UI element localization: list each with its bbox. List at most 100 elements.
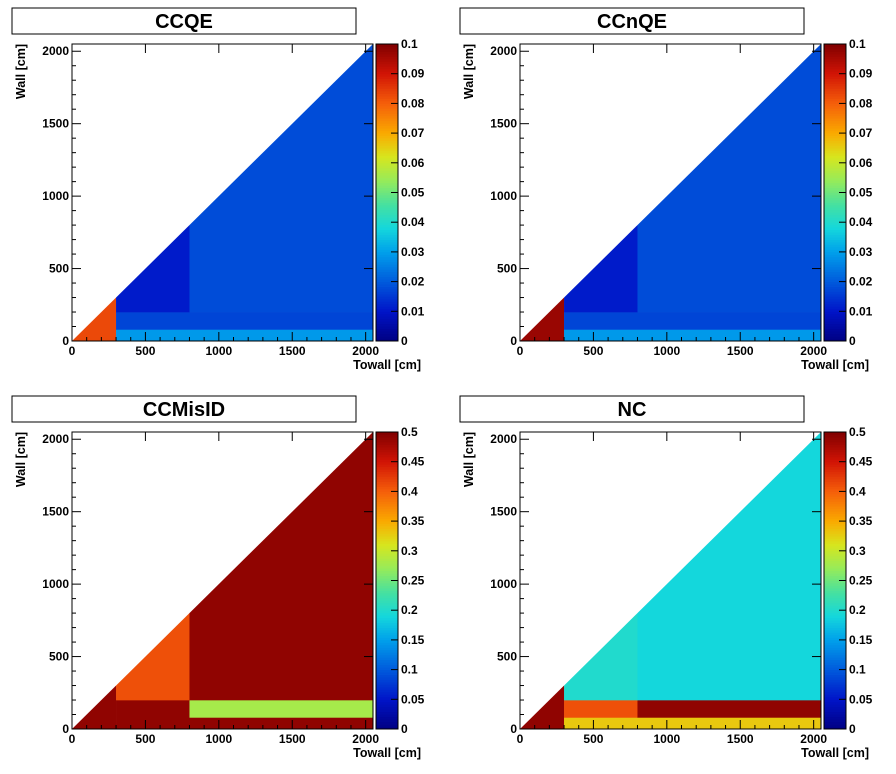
- heatmap-cell-1: [72, 685, 117, 729]
- color-scale-step: [376, 491, 398, 495]
- color-scale-label: 0.45: [401, 455, 425, 469]
- y-tick-label: 1500: [42, 505, 69, 519]
- color-scale-label: 0.1: [849, 663, 866, 677]
- color-scale-step: [376, 48, 398, 52]
- color-scale-step: [376, 476, 398, 480]
- heatmap-cell-3: [564, 312, 821, 330]
- color-scale-step: [376, 204, 398, 208]
- color-scale-step: [824, 182, 846, 186]
- color-scale-step: [824, 496, 846, 500]
- color-scale-step: [376, 100, 398, 104]
- color-scale-step: [824, 516, 846, 520]
- color-scale-step: [824, 331, 846, 334]
- y-tick-label: 1500: [490, 505, 517, 519]
- color-scale-step: [376, 86, 398, 89]
- color-scale-step: [824, 706, 846, 710]
- color-scale-step: [376, 498, 398, 502]
- color-scale-step: [824, 434, 846, 438]
- color-scale-step: [376, 570, 398, 574]
- x-tick-label: 2000: [800, 344, 827, 358]
- color-scale-step: [376, 125, 398, 129]
- color-scale-label: 0.05: [401, 692, 425, 706]
- y-axis-label: Wall [cm]: [14, 432, 28, 487]
- color-scale-step: [824, 570, 846, 574]
- color-scale-step: [376, 110, 398, 114]
- color-scale-step: [824, 503, 846, 507]
- color-scale-step: [376, 217, 398, 221]
- color-scale-label: 0.2: [401, 603, 418, 617]
- color-scale-step: [376, 232, 398, 235]
- color-scale-step: [376, 686, 398, 690]
- color-scale-step: [824, 293, 846, 297]
- color-scale-label: 0.05: [401, 186, 425, 200]
- y-tick-label: 2000: [42, 432, 69, 446]
- color-scale-step: [824, 691, 846, 695]
- color-scale-step: [824, 147, 846, 151]
- color-scale-step: [376, 689, 398, 693]
- color-scale-step: [376, 71, 398, 75]
- color-scale-step: [376, 303, 398, 307]
- color-scale-step: [824, 701, 846, 705]
- color-scale-step: [376, 679, 398, 683]
- color-scale-label: 0.3: [849, 544, 866, 558]
- color-scale-step: [376, 311, 398, 315]
- color-scale-step: [376, 696, 398, 700]
- heatmap-cell-4: [637, 700, 821, 718]
- color-scale-step: [824, 281, 846, 285]
- color-scale-step: [376, 469, 398, 472]
- x-tick-label: 1000: [653, 344, 680, 358]
- color-scale-step: [376, 644, 398, 648]
- color-scale-step: [376, 222, 398, 226]
- chart-title: CCQE: [155, 11, 213, 33]
- y-tick-label: 500: [49, 650, 69, 664]
- color-scale-step: [824, 479, 846, 482]
- x-axis-label: Towall [cm]: [801, 746, 869, 760]
- color-scale-step: [376, 214, 398, 218]
- color-scale-step: [376, 486, 398, 490]
- color-scale-step: [376, 503, 398, 507]
- color-scale-step: [376, 464, 398, 468]
- heatmap-cell-1: [72, 297, 117, 341]
- x-tick-label: 2000: [800, 732, 827, 746]
- color-scale-step: [376, 654, 398, 658]
- color-scale-step: [824, 481, 846, 485]
- color-scale-step: [376, 180, 398, 183]
- color-scale-step: [376, 466, 398, 470]
- color-scale-step: [376, 691, 398, 695]
- color-scale-step: [824, 491, 846, 495]
- color-scale-step: [824, 175, 846, 179]
- y-tick-label: 0: [510, 334, 517, 348]
- y-tick-label: 500: [49, 262, 69, 276]
- color-scale-step: [376, 296, 398, 300]
- color-scale-step: [376, 548, 398, 552]
- y-tick-label: 1000: [42, 577, 69, 591]
- color-scale-step: [824, 605, 846, 609]
- color-scale-step: [376, 276, 398, 280]
- color-scale-step: [824, 264, 846, 268]
- color-scale-step: [824, 242, 846, 245]
- color-scale-step: [376, 610, 398, 614]
- color-scale-step: [376, 535, 398, 539]
- title-box: [11, 395, 357, 423]
- color-scale-step: [824, 185, 846, 188]
- color-scale-step: [376, 528, 398, 532]
- color-scale-step: [376, 242, 398, 245]
- color-scale-step: [824, 269, 846, 273]
- x-tick-label: 0: [69, 732, 76, 746]
- color-scale-step: [824, 600, 846, 604]
- color-scale-step: [376, 615, 398, 619]
- color-scale-label: 0.15: [401, 633, 425, 647]
- color-scale-step: [824, 694, 846, 698]
- plot-frame: [71, 43, 374, 342]
- color-scale-step: [376, 150, 398, 154]
- color-scale-step: [824, 165, 846, 169]
- heatmap-cell-4: [564, 225, 638, 313]
- color-scale-step: [376, 187, 398, 191]
- color-scale-step: [376, 701, 398, 705]
- color-scale-step: [824, 227, 846, 231]
- color-scale-step: [376, 714, 398, 718]
- color-scale-step: [376, 526, 398, 529]
- color-scale-step: [824, 439, 846, 443]
- color-scale-step: [376, 607, 398, 611]
- color-scale-step: [376, 642, 398, 646]
